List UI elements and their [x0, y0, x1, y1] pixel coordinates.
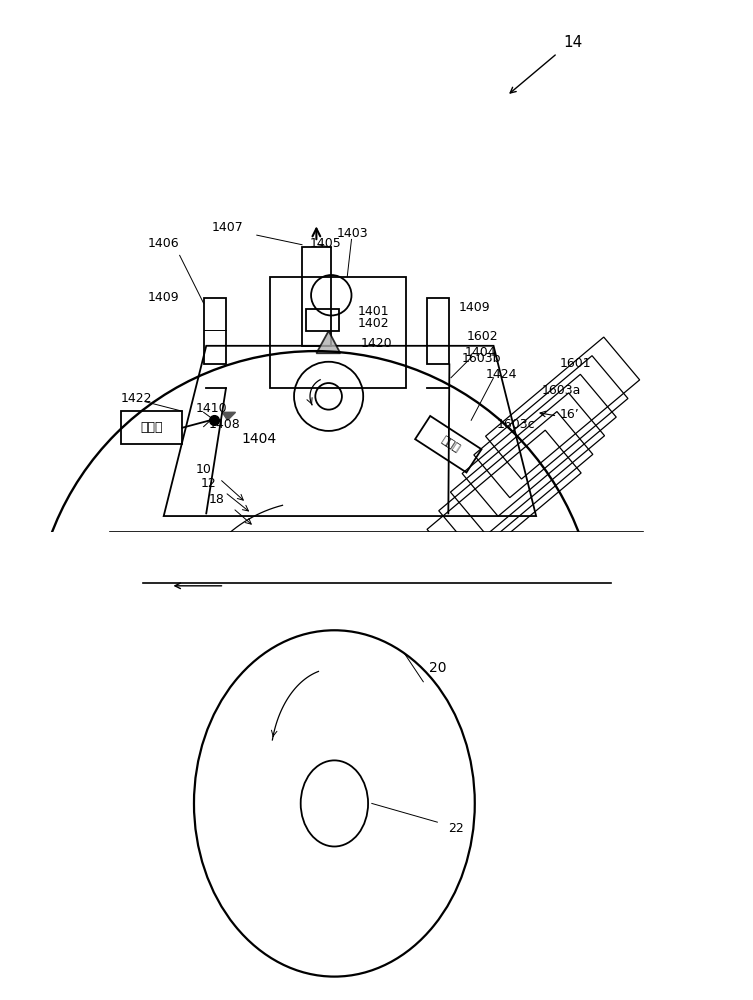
Text: 1403: 1403	[337, 227, 368, 240]
Text: 1601: 1601	[560, 357, 592, 370]
Text: 12: 12	[201, 477, 217, 490]
Text: 20: 20	[428, 661, 446, 675]
Text: 1603b: 1603b	[462, 352, 501, 365]
Bar	[203, 298, 226, 364]
Text: 1424: 1424	[486, 368, 517, 381]
Text: 冷却器: 冷却器	[141, 421, 163, 434]
Text: 1404: 1404	[242, 432, 277, 446]
Text: 1410: 1410	[196, 402, 227, 415]
Text: 10: 10	[196, 463, 212, 476]
Bar	[302, 247, 331, 346]
Text: 1602: 1602	[467, 330, 498, 343]
Bar	[427, 298, 450, 364]
Text: 1603c: 1603c	[496, 418, 535, 431]
Polygon shape	[316, 331, 340, 353]
Text: 22: 22	[448, 822, 464, 835]
Text: 1406: 1406	[148, 237, 179, 250]
Text: 1404: 1404	[465, 346, 496, 359]
Text: 1422: 1422	[121, 392, 153, 405]
Text: 1407: 1407	[212, 221, 243, 234]
Bar	[121, 411, 182, 444]
Text: 16’: 16’	[560, 408, 580, 421]
Bar	[270, 277, 406, 388]
Text: 1405: 1405	[310, 237, 342, 250]
Text: 18: 18	[209, 493, 225, 506]
Text: 加热器: 加热器	[440, 435, 462, 454]
Text: 1603a: 1603a	[541, 384, 581, 397]
Text: 1420: 1420	[361, 337, 392, 350]
Polygon shape	[222, 412, 236, 420]
Text: 1409: 1409	[148, 291, 179, 304]
Text: 14: 14	[564, 35, 583, 50]
Text: 1408: 1408	[209, 418, 241, 431]
Text: 1402: 1402	[358, 317, 389, 330]
Text: 1409: 1409	[459, 301, 491, 314]
Text: 1401: 1401	[358, 305, 389, 318]
Bar	[306, 309, 340, 331]
